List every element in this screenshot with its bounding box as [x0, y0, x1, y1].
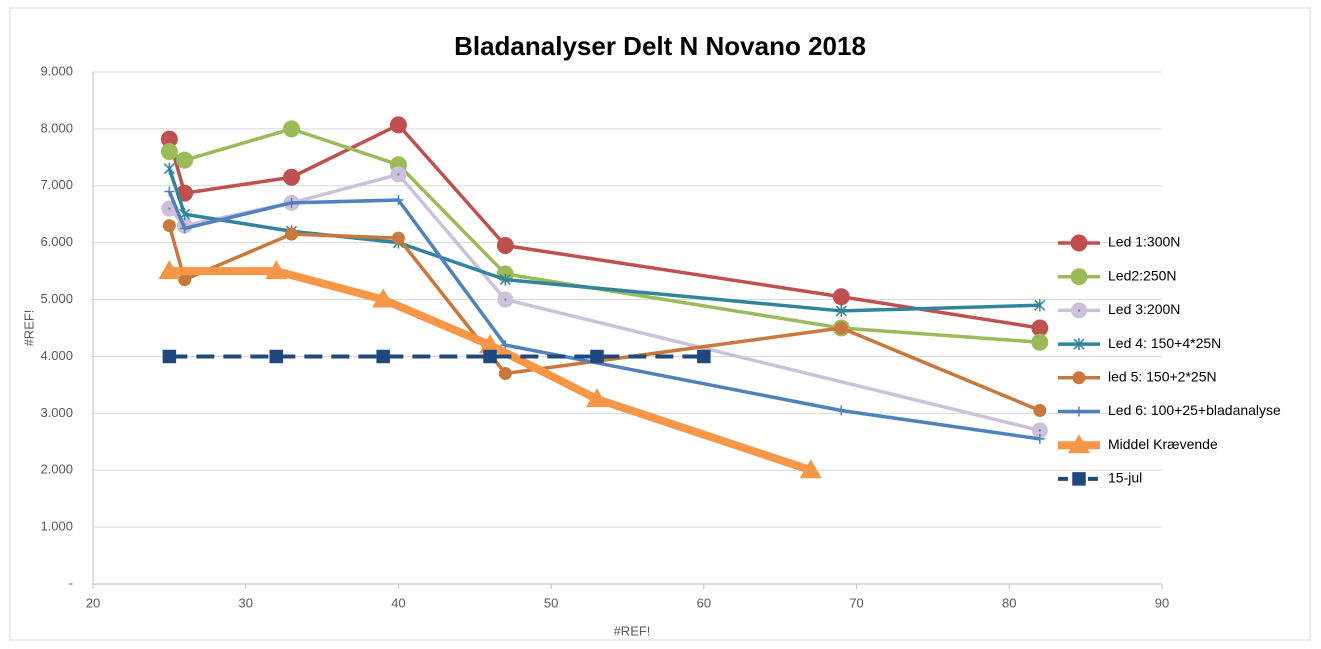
marker	[498, 367, 512, 381]
marker	[1033, 403, 1047, 417]
marker	[483, 349, 497, 364]
x-tick-label: 40	[391, 595, 405, 610]
marker	[372, 288, 395, 308]
y-tick-label: 6.000	[40, 234, 73, 249]
marker	[158, 260, 181, 280]
legend-label: Led 4: 150+4*25N	[1108, 335, 1221, 351]
marker	[283, 120, 301, 138]
legend-label: 15-jul	[1108, 470, 1142, 486]
y-axis-label: #REF!	[21, 310, 36, 347]
marker	[160, 130, 178, 148]
marker	[836, 405, 847, 416]
marker	[283, 168, 301, 186]
marker-dot	[168, 207, 171, 210]
marker	[162, 219, 176, 233]
y-tick-label: 7.000	[40, 177, 73, 192]
marker	[585, 388, 608, 408]
legend-label: led 5: 150+2*25N	[1108, 369, 1217, 385]
y-tick-label: 9.000	[40, 63, 73, 78]
marker-dot	[1038, 429, 1042, 432]
marker	[163, 162, 175, 175]
x-tick-label: 20	[86, 595, 100, 610]
x-axis-label: #REF!	[614, 623, 651, 638]
marker	[162, 349, 177, 364]
marker	[176, 151, 194, 169]
marker	[834, 321, 848, 335]
marker	[799, 459, 822, 479]
x-tick-label: 80	[1002, 595, 1016, 610]
marker	[164, 186, 175, 197]
marker	[269, 349, 284, 364]
marker	[265, 260, 288, 280]
x-tick-label: 50	[544, 595, 558, 610]
marker	[1073, 338, 1085, 351]
chart-border	[9, 7, 1311, 641]
marker	[479, 334, 502, 354]
marker	[1070, 234, 1088, 252]
marker	[178, 273, 192, 287]
legend-label: Led 6: 100+25+bladanalyse	[1108, 402, 1281, 418]
x-tick-label: 90	[1155, 595, 1169, 610]
marker	[1034, 433, 1045, 444]
marker	[179, 223, 190, 234]
marker	[286, 197, 297, 208]
x-tick-label: 30	[238, 595, 252, 610]
marker	[590, 349, 604, 364]
legend-label: Led2:250N	[1108, 267, 1177, 283]
marker	[160, 143, 178, 161]
marker-dot	[504, 298, 507, 301]
legend-label: Middel Krævende	[1108, 436, 1218, 452]
series-line	[169, 267, 813, 475]
marker	[1074, 406, 1084, 417]
marker	[1034, 299, 1046, 312]
chart-title: Bladanalyser Delt N Novano 2018	[454, 31, 866, 61]
y-tick-label: -	[69, 575, 73, 590]
marker	[496, 237, 514, 255]
y-tick-label: 3.000	[40, 405, 73, 420]
marker	[1031, 319, 1049, 337]
y-tick-label: 5.000	[40, 291, 73, 306]
marker	[393, 195, 404, 205]
marker-dot	[397, 173, 400, 176]
legend-label: Led 3:200N	[1108, 301, 1180, 317]
marker	[835, 304, 847, 317]
x-tick-label: 60	[697, 595, 711, 610]
marker	[832, 288, 850, 306]
y-tick-label: 1.000	[40, 519, 73, 534]
marker	[1068, 434, 1090, 454]
marker	[697, 349, 711, 364]
marker	[1072, 371, 1086, 385]
marker	[499, 273, 511, 286]
marker	[391, 231, 405, 245]
marker	[1031, 333, 1049, 351]
marker	[389, 116, 407, 134]
marker	[1072, 472, 1086, 486]
y-tick-label: 2.000	[40, 462, 73, 477]
marker	[1070, 268, 1088, 286]
marker	[285, 227, 299, 241]
marker-dot	[1077, 309, 1081, 312]
y-tick-label: 8.000	[40, 120, 73, 135]
y-tick-label: 4.000	[40, 348, 73, 363]
marker	[376, 349, 390, 364]
legend-label: Led 1:300N	[1108, 234, 1180, 250]
x-tick-label: 70	[849, 595, 863, 610]
